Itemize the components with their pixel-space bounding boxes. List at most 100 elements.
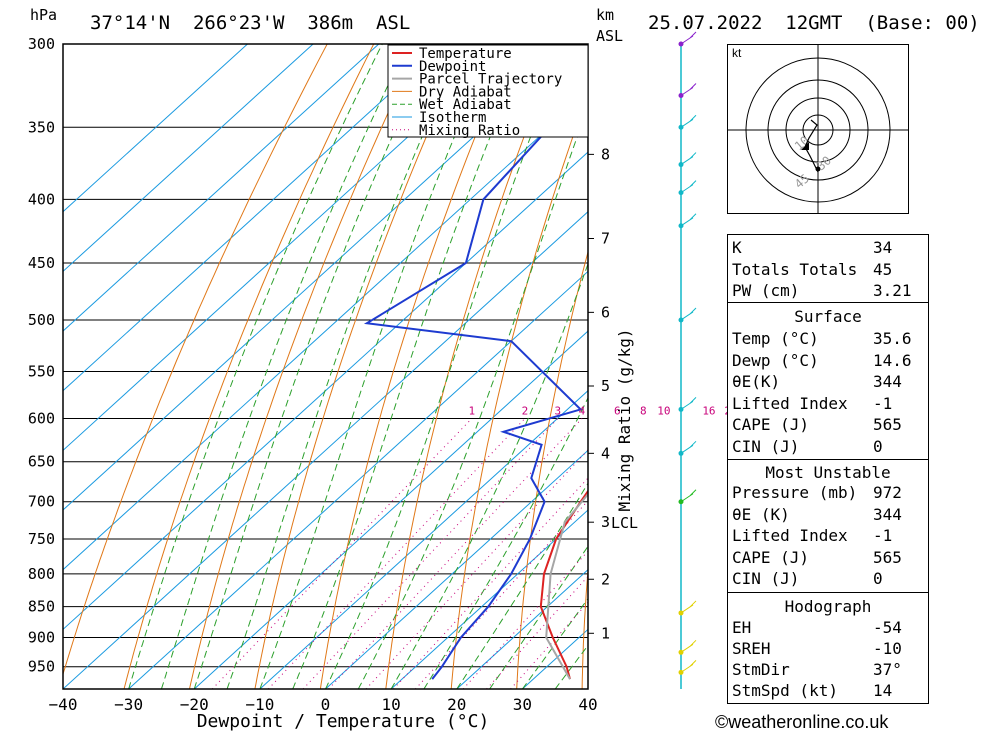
pressure-tick-label: 500 bbox=[28, 311, 55, 329]
most-unstable-table: Most Unstable Pressure (mb) 972 θE (K) 344 L… bbox=[727, 459, 929, 594]
table-row-key: CAPE (J) bbox=[732, 415, 810, 434]
hodograph-ring bbox=[802, 114, 834, 146]
table-row-key: Totals Totals bbox=[732, 259, 858, 279]
pressure-tick-label: 750 bbox=[28, 530, 55, 548]
mixing-ratio-tick-label: 1 bbox=[468, 404, 475, 417]
wet-adiabat-line bbox=[193, 44, 436, 689]
table-row-value: 344 bbox=[873, 372, 902, 391]
table-row-key: PW (cm) bbox=[732, 281, 800, 300]
table-row: Lifted Index -1 bbox=[728, 394, 928, 415]
table-row: Pressure (mb) 972 bbox=[728, 483, 928, 504]
temperature-tick-label: 10 bbox=[381, 695, 400, 714]
table-row: Totals Totals 45 bbox=[728, 260, 928, 281]
table-row: StmSpd (kt) 14 bbox=[728, 681, 928, 702]
pressure-tick-label: 400 bbox=[28, 190, 55, 208]
parcel-trajectory-line bbox=[545, 492, 588, 680]
wet-adiabat-line bbox=[325, 44, 568, 689]
table-row: CAPE (J) 565 bbox=[728, 415, 928, 436]
table-row-key: StmSpd (kt) bbox=[732, 681, 838, 700]
copyright-footer: ©weatheronline.co.uk bbox=[715, 712, 889, 732]
mixing-ratio-tick-label: 8 bbox=[640, 404, 647, 417]
datetime-header: 25.07.2022 12GMT (Base: 00) bbox=[648, 12, 980, 34]
legend-box bbox=[387, 44, 589, 138]
temperature-tick-label: 20 bbox=[447, 695, 466, 714]
mixing-ratio-tick-label: 2 bbox=[522, 404, 529, 417]
km-unit-label: km bbox=[596, 6, 615, 24]
dry-adiabat-line bbox=[385, 44, 561, 689]
isotherm-line bbox=[63, 211, 588, 689]
mixing-ratio-tick-label: 3 bbox=[555, 404, 562, 417]
dry-adiabat-line bbox=[123, 44, 375, 689]
table-row-value: 14.6 bbox=[873, 350, 912, 370]
isotherm-line bbox=[456, 569, 588, 689]
legend-label: Dry Adiabat bbox=[419, 84, 512, 100]
wind-barb-icon bbox=[680, 31, 697, 45]
isotherm-line bbox=[63, 91, 588, 571]
temperature-tick-label: −40 bbox=[49, 695, 78, 714]
temperature-tick-label: 0 bbox=[321, 695, 331, 714]
pressure-unit-label: hPa bbox=[30, 6, 58, 24]
hodograph-trace bbox=[804, 119, 819, 173]
table-row: SREH -10 bbox=[728, 639, 928, 660]
wet-adiabat-line bbox=[456, 482, 588, 689]
table-row-value: 344 bbox=[873, 504, 902, 524]
x-axis-label: Dewpoint / Temperature (°C) bbox=[197, 711, 490, 732]
most-unstable-title: Most Unstable bbox=[765, 463, 891, 482]
wet-adiabat-line bbox=[489, 545, 588, 689]
table-row-key: Lifted Index bbox=[732, 393, 848, 413]
km-tick-label: 3 bbox=[601, 513, 610, 531]
dry-adiabat-line bbox=[516, 250, 588, 689]
mixing-ratio-line bbox=[365, 449, 588, 689]
wet-adiabat-line bbox=[160, 44, 409, 689]
mixing-ratio-tick-label: 16 bbox=[702, 404, 715, 417]
table-row-value: 0 bbox=[873, 569, 883, 588]
dry-adiabat-line bbox=[581, 564, 588, 689]
storm-motion-marker bbox=[815, 166, 821, 172]
wind-barb-icon bbox=[680, 307, 697, 321]
mixing-ratio-axis-label: Mixing Ratio (g/kg) bbox=[615, 328, 634, 511]
table-row-value: 35.6 bbox=[873, 329, 912, 348]
temperature-tick-label: −20 bbox=[180, 695, 209, 714]
table-row-value: 37° bbox=[873, 660, 902, 679]
dry-adiabat-line bbox=[947, 44, 979, 689]
wet-adiabat-line bbox=[226, 44, 464, 689]
dry-adiabat-line bbox=[450, 92, 588, 689]
mixing-ratio-line bbox=[415, 500, 588, 689]
table-row: PW (cm) 3.21 bbox=[728, 281, 928, 302]
table-row-value: -54 bbox=[873, 618, 902, 637]
isotherm-line bbox=[193, 330, 588, 689]
table-row: StmDir 37° bbox=[728, 660, 928, 681]
temperature-tick-label: −30 bbox=[114, 695, 143, 714]
table-row-value: 565 bbox=[873, 415, 902, 434]
table-row: θE (K) 344 bbox=[728, 505, 928, 526]
dry-adiabat-line bbox=[189, 44, 421, 689]
legend-label: Temperature bbox=[419, 46, 512, 62]
table-row-key: CIN (J) bbox=[732, 436, 800, 456]
hodograph-ring bbox=[785, 97, 851, 163]
table-row-key: Temp (°C) bbox=[732, 329, 819, 348]
isotherm-line bbox=[63, 151, 588, 631]
lcl-label: LCL bbox=[611, 514, 638, 532]
pressure-tick-label: 450 bbox=[28, 254, 55, 272]
wet-adiabat-line bbox=[357, 105, 588, 689]
legend-label: Mixing Ratio bbox=[419, 123, 520, 139]
wind-barb-icon bbox=[680, 180, 697, 194]
table-row: CIN (J) 0 bbox=[728, 569, 928, 590]
table-row-key: θE(K) bbox=[732, 372, 781, 391]
table-row: Dewp (°C) 14.6 bbox=[728, 351, 928, 372]
temperature-tick-label: 30 bbox=[513, 695, 532, 714]
mixing-ratio-tick-label: 4 bbox=[579, 404, 586, 417]
pressure-tick-label: 350 bbox=[28, 118, 55, 136]
km-tick-label: 8 bbox=[601, 145, 610, 163]
table-row-value: -1 bbox=[873, 393, 893, 413]
wind-barb-icon bbox=[680, 639, 697, 653]
mixing-ratio-tick-label: 6 bbox=[614, 404, 621, 417]
dry-adiabat-line bbox=[63, 44, 328, 676]
isotherm-line bbox=[325, 449, 588, 689]
hodograph-table-title: Hodograph bbox=[784, 597, 872, 616]
table-row: CIN (J) 0 bbox=[728, 437, 928, 458]
mixing-ratio-line bbox=[267, 418, 526, 689]
asl-unit-label: ASL bbox=[596, 27, 624, 45]
